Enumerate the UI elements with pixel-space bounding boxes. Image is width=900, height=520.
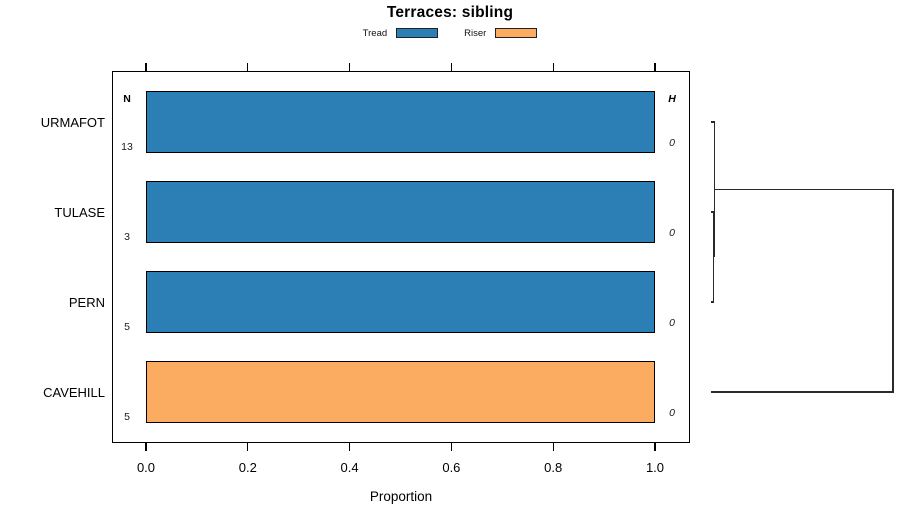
x-axis-tick-top — [552, 63, 554, 71]
data-bar-urmafot — [146, 91, 655, 153]
h-value: 0 — [669, 317, 675, 329]
data-bar-tulase — [146, 181, 655, 243]
dendrogram-segment-leaf-cavehill-arm — [711, 391, 894, 393]
x-axis-tick-label: 0.4 — [340, 460, 359, 475]
x-axis-tick-label: 0.0 — [136, 460, 156, 475]
dendrogram-segment-merge-inner-1 — [712, 211, 714, 303]
chart-title: Terraces: sibling — [386, 4, 514, 21]
h-value: 0 — [669, 137, 675, 149]
data-bar-cavehill — [146, 361, 655, 423]
dendrogram-segment-leaf-pern — [711, 301, 714, 303]
x-axis-tick-label: 0.8 — [544, 460, 563, 475]
legend-swatch-riser-icon — [495, 28, 538, 38]
dendrogram-segment-merge-root-arm — [714, 189, 893, 191]
x-axis-tick-bottom — [552, 443, 554, 451]
n-value: 13 — [121, 141, 133, 153]
x-axis-tick-bottom — [349, 443, 351, 451]
dendrogram-segment-merge-root-vert — [892, 189, 894, 393]
data-bar-pern — [146, 271, 655, 333]
legend-label-tread: Tread — [362, 27, 388, 39]
y-axis-category-label: URMAFOT — [40, 115, 105, 130]
legend: Tread Riser — [0, 25, 900, 41]
legend-label-riser: Riser — [464, 27, 487, 39]
x-axis-tick-bottom — [247, 443, 249, 451]
x-axis-tick-bottom — [654, 443, 656, 451]
n-value: 3 — [124, 231, 130, 243]
x-axis-tick-top — [349, 63, 351, 71]
h-value: 0 — [669, 227, 675, 239]
n-value: 5 — [124, 321, 130, 333]
x-axis-tick-top — [450, 63, 452, 71]
x-axis-tick-label: 0.6 — [442, 460, 461, 475]
x-axis-label: Proportion — [369, 489, 433, 504]
dendrogram-segment-leaf-urmafot — [711, 121, 715, 123]
y-axis-category-label: TULASE — [54, 205, 105, 220]
x-axis-tick-top — [247, 63, 249, 71]
legend-swatch-tread-icon — [396, 28, 439, 38]
x-axis-tick-bottom — [145, 443, 147, 451]
x-axis-tick-label: 1.0 — [645, 460, 665, 475]
h-value: 0 — [669, 407, 675, 419]
h-column-header: H — [668, 93, 676, 105]
x-axis-tick-label: 0.2 — [238, 460, 257, 475]
dendrogram-segment-leaf-tulase — [711, 211, 714, 213]
x-axis-tick-top — [654, 63, 656, 71]
x-axis-tick-top — [145, 63, 147, 71]
y-axis-category-label: CAVEHILL — [43, 385, 105, 400]
y-axis-category-label: PERN — [68, 295, 105, 310]
x-axis-tick-bottom — [450, 443, 452, 451]
n-column-header: N — [123, 93, 131, 105]
n-value: 5 — [124, 411, 130, 423]
